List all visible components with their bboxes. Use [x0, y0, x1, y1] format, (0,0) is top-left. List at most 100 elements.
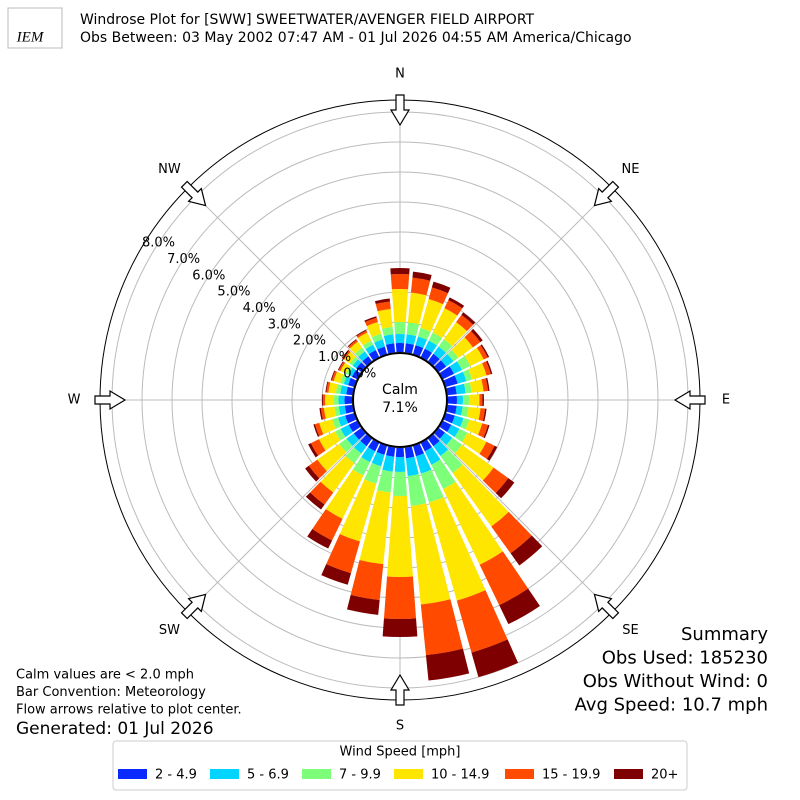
rose-segment	[355, 347, 365, 357]
rose-segment	[439, 366, 455, 380]
rose-segment	[395, 334, 405, 344]
rose-segment	[407, 474, 427, 506]
rose-segment	[387, 495, 413, 577]
rose-segment	[352, 457, 370, 476]
rose-segment	[310, 481, 334, 505]
spoke	[433, 433, 613, 613]
compass-label: NW	[158, 162, 181, 177]
rose-segment	[424, 447, 441, 465]
rose-segment	[353, 428, 366, 440]
rose-segment	[482, 393, 484, 407]
rose-segment	[483, 424, 490, 439]
rose-segment	[466, 406, 481, 420]
rose-segment	[443, 481, 503, 565]
rose-segment	[433, 346, 447, 360]
rose-segment	[382, 618, 418, 637]
legend-box	[112, 740, 688, 791]
rose-segment	[351, 369, 361, 380]
arrow-shape	[94, 389, 127, 411]
rose-segment	[335, 428, 346, 441]
rose-segment	[337, 361, 344, 371]
rose-segment	[428, 287, 448, 305]
note: Calm values are < 2.0 mph	[16, 668, 194, 683]
rose-segment	[476, 345, 488, 360]
legend-label: 7 - 9.9	[339, 768, 381, 783]
rose-segment	[428, 497, 486, 601]
summary-line: Obs Used: 185230	[602, 648, 768, 669]
rose-segment	[462, 432, 487, 454]
rose-segment	[310, 439, 326, 456]
rose-segment	[461, 312, 476, 325]
rose-segment	[325, 381, 329, 393]
rose-segment	[338, 405, 347, 416]
compass-arrow	[389, 94, 411, 127]
rose-segment	[333, 371, 344, 384]
arrow-shape	[180, 180, 207, 207]
rose-segment	[449, 361, 463, 374]
rose-segment	[346, 433, 360, 447]
rose-segment	[356, 330, 368, 338]
rose-segment	[485, 377, 490, 392]
rose-segment	[356, 329, 367, 337]
rose-segment	[318, 431, 341, 451]
summary-line: Summary	[681, 624, 768, 645]
rose-segment	[481, 378, 489, 392]
legend-label: 2 - 4.9	[155, 768, 197, 783]
rose-segment	[415, 336, 428, 349]
rose-segment	[371, 451, 385, 467]
rose-segment	[455, 383, 466, 395]
rose-segment	[457, 356, 471, 370]
rose-segment	[395, 343, 405, 353]
chart-title: Windrose Plot for [SWW] SWEETWATER/AVENG…	[80, 12, 535, 28]
rose-segment	[330, 370, 336, 381]
rose-segment	[382, 455, 395, 472]
generated: Generated: 01 Jul 2026	[16, 719, 214, 739]
rose-segment	[428, 353, 440, 366]
rose-segment	[377, 346, 387, 357]
rose-segment	[486, 445, 498, 461]
rose-segment	[345, 413, 357, 424]
rose-segment	[325, 469, 364, 519]
rose-segment	[454, 371, 467, 384]
rose-segment	[353, 440, 367, 454]
rose-segment	[440, 449, 463, 473]
rose-segment	[417, 327, 431, 340]
rose-segment	[405, 456, 419, 477]
note: Bar Convention: Meteorology	[16, 685, 206, 700]
rose-segment	[420, 469, 444, 503]
legend-title: Wind Speed [mph]	[340, 745, 461, 760]
rose-segment	[413, 345, 424, 357]
rose-segment	[341, 349, 350, 359]
rose-segment	[334, 395, 339, 405]
chart-subtitle: Obs Between: 03 May 2002 07:47 AM - 01 J…	[80, 30, 632, 46]
rose-segment	[460, 417, 470, 430]
rose-segment	[308, 459, 327, 479]
rose-segment	[305, 465, 320, 482]
r-tick-label: 3.0%	[268, 317, 301, 332]
rose-segment	[319, 408, 323, 420]
rose-segment	[406, 322, 420, 337]
rose-segment	[375, 301, 391, 312]
arrow-shape	[389, 673, 411, 706]
calm-value: 7.1%	[382, 400, 418, 416]
r-tick-label: 8.0%	[142, 236, 175, 251]
compass-arrow	[180, 593, 207, 620]
rose-segment	[424, 340, 438, 353]
rose-segment	[361, 447, 376, 463]
legend-label: 5 - 6.9	[247, 768, 289, 783]
rose-segment	[394, 322, 406, 335]
rose-segment	[464, 347, 484, 367]
rose-segment	[468, 363, 487, 380]
rose-segment	[328, 382, 338, 394]
rose-segment	[438, 339, 453, 353]
rose-segment	[510, 535, 543, 566]
rose-segment	[420, 439, 433, 452]
rose-segment	[391, 289, 409, 323]
rose-segment	[340, 424, 353, 438]
logo: IEM	[7, 7, 63, 49]
rose-segment	[348, 420, 361, 433]
r-tick-label: 2.0%	[293, 334, 326, 349]
rose-segment	[479, 441, 495, 460]
rose-segment	[443, 322, 467, 347]
rose-segment	[334, 406, 341, 417]
